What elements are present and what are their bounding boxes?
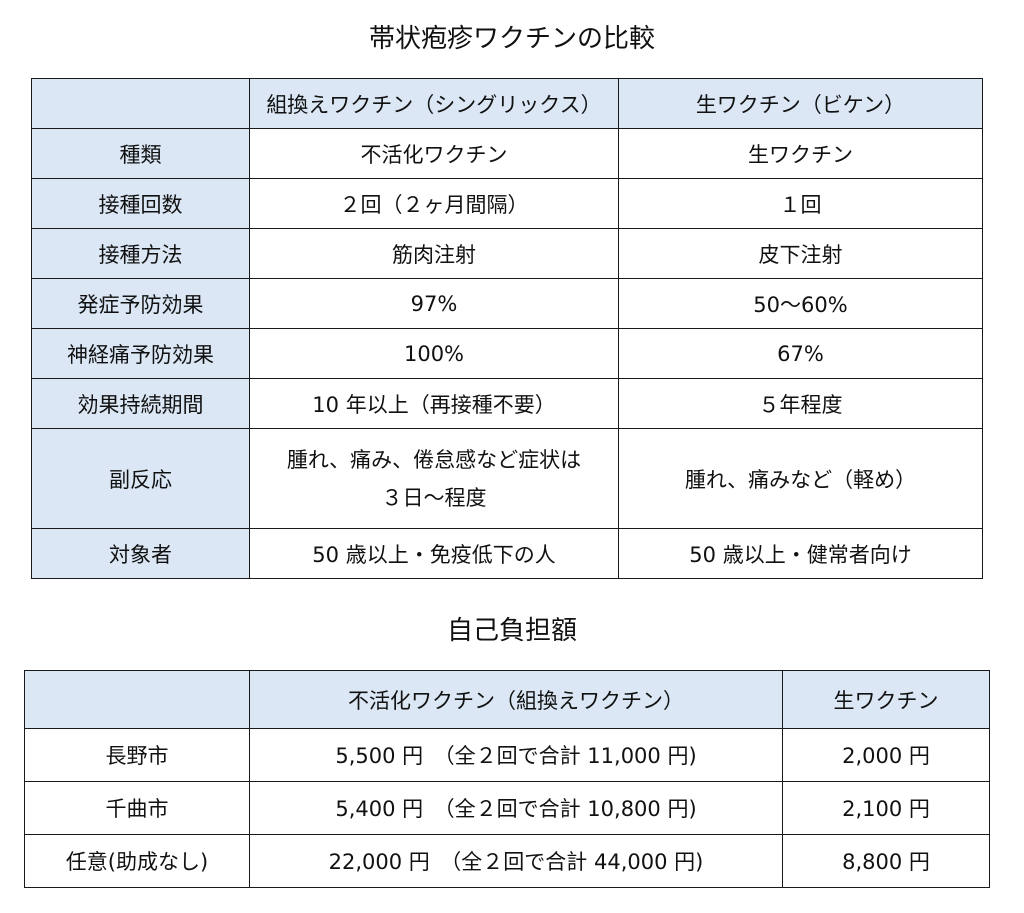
recombinant-value: 97%	[249, 278, 619, 329]
side-effects-line-1: 腫れ、痛み、倦怠感など症状は	[286, 447, 582, 472]
row-label: 神経痛予防効果	[31, 328, 250, 379]
live-value: 生ワクチン	[618, 128, 983, 179]
table-row: 副反応 腫れ、痛み、倦怠感など症状は ３日～程度 腫れ、痛みなど（軽め）	[31, 428, 983, 529]
header-live: 生ワクチン（ビケン）	[618, 78, 983, 129]
recombinant-value: 100%	[249, 328, 619, 379]
row-label: 接種方法	[31, 228, 250, 279]
table-header-row: 組換えワクチン（シングリックス） 生ワクチン（ビケン）	[31, 78, 983, 129]
live-cost: 2,100 円	[782, 781, 990, 835]
city-label: 長野市	[24, 728, 250, 782]
table-header-row: 不活化ワクチン（組換えワクチン） 生ワクチン	[24, 670, 990, 729]
table-row: 効果持続期間 10 年以上（再接種不要） ５年程度	[31, 378, 983, 429]
live-value: １回	[618, 178, 983, 229]
recombinant-value: 腫れ、痛み、倦怠感など症状は ３日～程度	[249, 428, 619, 529]
table-row: 種類 不活化ワクチン 生ワクチン	[31, 128, 983, 179]
row-label: 発症予防効果	[31, 278, 250, 329]
live-value: ５年程度	[618, 378, 983, 429]
city-label: 任意(助成なし)	[24, 834, 250, 888]
recombinant-value: 筋肉注射	[249, 228, 619, 279]
live-cost: 2,000 円	[782, 728, 990, 782]
row-label: 対象者	[31, 528, 250, 579]
header-inactivated: 不活化ワクチン（組換えワクチン）	[249, 670, 783, 729]
recombinant-value: 50 歳以上・免疫低下の人	[249, 528, 619, 579]
row-label: 効果持続期間	[31, 378, 250, 429]
live-value: 腫れ、痛みなど（軽め）	[618, 428, 983, 529]
live-value: 67%	[618, 328, 983, 379]
table-row: 接種回数 ２回（２ヶ月間隔） １回	[31, 178, 983, 229]
inactivated-cost: 22,000 円 （全２回で合計 44,000 円)	[249, 834, 783, 888]
live-value: 50 歳以上・健常者向け	[618, 528, 983, 579]
table-row: 任意(助成なし) 22,000 円 （全２回で合計 44,000 円) 8,80…	[24, 834, 990, 888]
table-row: 神経痛予防効果 100% 67%	[31, 328, 983, 379]
cost-table: 不活化ワクチン（組換えワクチン） 生ワクチン 長野市 5,500 円 （全２回で…	[24, 670, 990, 888]
live-value: 50～60%	[618, 278, 983, 329]
table-row: 長野市 5,500 円 （全２回で合計 11,000 円) 2,000 円	[24, 728, 990, 782]
city-label: 千曲市	[24, 781, 250, 835]
row-label: 種類	[31, 128, 250, 179]
header-corner-cell	[24, 670, 250, 729]
comparison-table: 組換えワクチン（シングリックス） 生ワクチン（ビケン） 種類 不活化ワクチン 生…	[31, 78, 983, 579]
live-cost: 8,800 円	[782, 834, 990, 888]
table-row: 対象者 50 歳以上・免疫低下の人 50 歳以上・健常者向け	[31, 528, 983, 579]
row-label: 副反応	[31, 428, 250, 529]
inactivated-cost: 5,500 円 （全２回で合計 11,000 円)	[249, 728, 783, 782]
header-recombinant: 組換えワクチン（シングリックス）	[249, 78, 619, 129]
live-value: 皮下注射	[618, 228, 983, 279]
table-row: 接種方法 筋肉注射 皮下注射	[31, 228, 983, 279]
comparison-title: 帯状疱疹ワクチンの比較	[368, 24, 655, 54]
cost-title: 自己負担額	[446, 616, 577, 646]
inactivated-cost: 5,400 円 （全２回で合計 10,800 円)	[249, 781, 783, 835]
row-label: 接種回数	[31, 178, 250, 229]
table-row: 千曲市 5,400 円 （全２回で合計 10,800 円) 2,100 円	[24, 781, 990, 835]
recombinant-value: 10 年以上（再接種不要）	[249, 378, 619, 429]
header-corner-cell	[31, 78, 250, 129]
table-row: 発症予防効果 97% 50～60%	[31, 278, 983, 329]
header-live: 生ワクチン	[782, 670, 990, 729]
recombinant-value: 不活化ワクチン	[249, 128, 619, 179]
side-effects-line-2: ３日～程度	[381, 485, 487, 510]
recombinant-value: ２回（２ヶ月間隔）	[249, 178, 619, 229]
